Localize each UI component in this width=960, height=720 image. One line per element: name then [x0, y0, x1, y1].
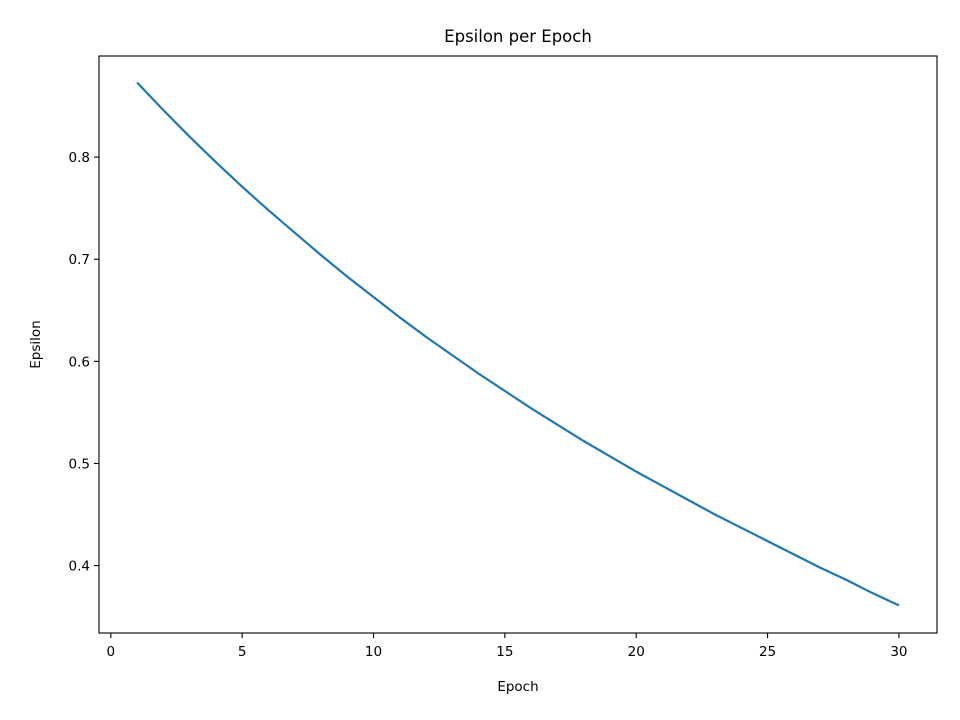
plot-frame: [98, 55, 938, 634]
y-tick-label: 0.6: [69, 354, 90, 370]
x-tick-label: 25: [759, 644, 776, 660]
y-tick-label: 0.7: [69, 252, 90, 268]
y-tick-label: 0.8: [69, 150, 90, 166]
plot-area: [99, 56, 937, 633]
x-axis-title: Epoch: [497, 679, 538, 695]
epsilon-series-line: [136, 81, 900, 607]
x-tick-label: 5: [238, 644, 247, 660]
x-tick-label: 20: [628, 644, 645, 660]
x-tick-label: 30: [890, 644, 907, 660]
chart-title: Epsilon per Epoch: [444, 27, 592, 46]
x-tick-label: 15: [496, 644, 513, 660]
x-tick-label: 10: [365, 644, 382, 660]
y-tick-label: 0.5: [69, 456, 90, 472]
x-tick-label: 0: [107, 644, 116, 660]
y-axis-title: Epsilon: [28, 320, 44, 368]
y-tick-label: 0.4: [69, 559, 90, 575]
